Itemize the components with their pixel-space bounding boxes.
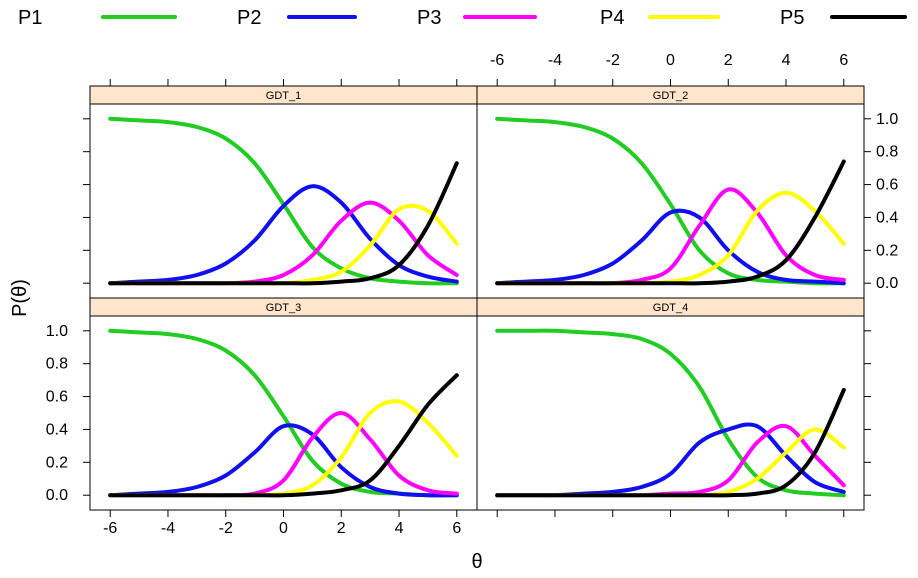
legend-label-p1: P1 (18, 7, 42, 29)
y-tick-label: 0.8 (876, 144, 898, 161)
panel-1-series-p4 (108, 203, 459, 286)
y-tick-label: 0.0 (876, 275, 898, 292)
x-tick-label: 0 (279, 520, 288, 537)
panel-1-strip-title: GDT_1 (266, 90, 301, 102)
panel-2-series-p5 (495, 159, 846, 286)
x-tick-label: 2 (724, 52, 733, 69)
panel-4-strip-title: GDT_4 (653, 302, 688, 314)
panel-3-series-p5 (108, 373, 459, 498)
x-axis-title: θ (471, 551, 482, 573)
legend-label-p4: P4 (600, 7, 624, 29)
legend-label-p5: P5 (780, 7, 804, 29)
panel-4-series-p1 (495, 328, 846, 498)
y-tick-label: 0.2 (46, 454, 68, 471)
x-tick-label: -6 (490, 52, 504, 69)
panel-4-series-p5 (495, 388, 846, 498)
x-tick-label: -4 (161, 520, 175, 537)
y-tick-label: 0.6 (46, 389, 68, 406)
x-tick-label: 6 (452, 520, 461, 537)
panel-3-series-p1 (108, 328, 459, 498)
legend-label-p3: P3 (417, 7, 441, 29)
x-tick-label: -2 (606, 52, 620, 69)
legend-label-p2: P2 (237, 7, 261, 29)
y-tick-label: 0.2 (876, 242, 898, 259)
x-tick-label: -4 (548, 52, 562, 69)
panel-4-frame (476, 315, 865, 511)
panel-1-series-p3 (108, 200, 459, 286)
x-tick-label: 6 (839, 52, 848, 69)
x-tick-label: -2 (219, 520, 233, 537)
x-tick-label: 0 (666, 52, 675, 69)
panel-3-series-p2 (108, 423, 459, 498)
panel-2-series-p2 (495, 208, 846, 286)
y-tick-label: 0.4 (46, 421, 68, 438)
y-axis-title: P(θ) (9, 279, 31, 317)
y-tick-label: 0.8 (46, 356, 68, 373)
y-tick-label: 1.0 (876, 111, 898, 128)
y-tick-label: 0.0 (46, 487, 68, 504)
y-tick-label: 0.6 (876, 177, 898, 194)
y-tick-label: 0.4 (876, 209, 898, 226)
x-tick-label: 4 (395, 520, 404, 537)
panel-2-strip-title: GDT_2 (653, 90, 688, 102)
x-tick-label: 2 (337, 520, 346, 537)
y-tick-label: 1.0 (46, 323, 68, 340)
panel-1-series-p5 (108, 161, 459, 286)
panel-3-strip-title: GDT_3 (266, 302, 301, 314)
panel-1-series-p2 (108, 184, 459, 286)
panel-4-series-p2 (495, 422, 846, 498)
x-tick-label: -6 (103, 520, 117, 537)
x-tick-label: 4 (782, 52, 791, 69)
